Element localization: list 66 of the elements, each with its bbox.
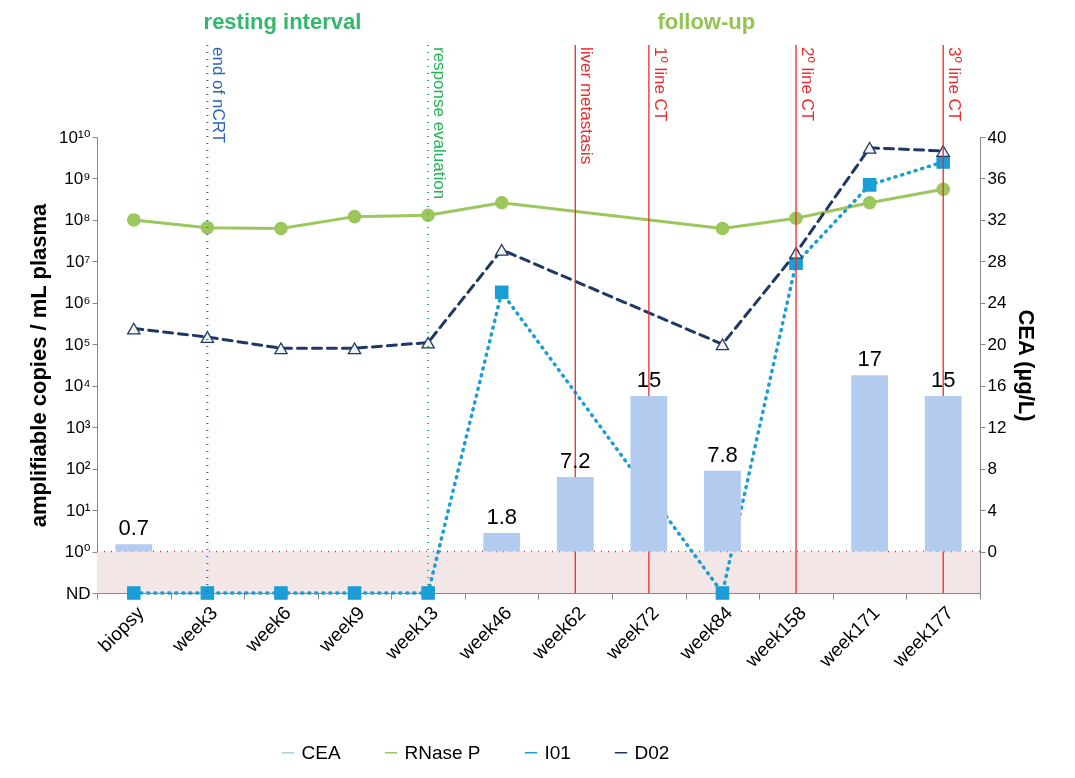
y2-tick-label: 24 bbox=[987, 293, 1007, 313]
ref-line-label: end of nCRT bbox=[209, 47, 229, 144]
y2-tick-label: 12 bbox=[987, 417, 1007, 437]
y2-tick-label: 8 bbox=[987, 459, 997, 479]
ref-line-label: response evaluation bbox=[430, 47, 450, 200]
y-axis-title: amplifiable copies / mL plasma bbox=[26, 202, 52, 528]
point bbox=[274, 586, 288, 600]
data-label: 17 bbox=[857, 346, 882, 372]
point bbox=[347, 342, 362, 355]
point bbox=[347, 209, 362, 224]
y-tick-label: 10⁶ bbox=[64, 293, 91, 313]
point bbox=[200, 586, 215, 600]
data-label: 7.8 bbox=[707, 441, 738, 467]
point bbox=[862, 178, 877, 192]
y-tick-label: 10⁴ bbox=[64, 376, 91, 396]
point bbox=[494, 195, 509, 210]
point bbox=[421, 336, 435, 349]
y-tick-label: 10⁹ bbox=[64, 168, 91, 188]
ref-line-label: 1º line CT bbox=[650, 47, 670, 122]
point bbox=[862, 195, 877, 210]
point bbox=[127, 213, 141, 227]
point bbox=[127, 322, 141, 335]
y-tick-label: 10⁸ bbox=[64, 210, 91, 230]
y-tick-label: 10⁰ bbox=[64, 542, 91, 562]
y2-axis-title: CEA (µg/L) bbox=[1014, 309, 1040, 422]
point bbox=[347, 586, 362, 600]
point bbox=[715, 338, 730, 351]
point bbox=[421, 586, 435, 600]
y-tick-label: 10¹⁰ bbox=[59, 127, 91, 147]
y-tick-label: 10¹ bbox=[65, 500, 91, 520]
y2-tick-label: 4 bbox=[987, 500, 997, 520]
data-label: 0.7 bbox=[118, 515, 150, 541]
text: resting interval bbox=[203, 9, 362, 34]
legend-label: I01 bbox=[544, 741, 571, 763]
y2-tick-label: 36 bbox=[987, 168, 1007, 188]
y-tick-label: 10⁵ bbox=[64, 334, 91, 354]
y2-tick-label: 32 bbox=[987, 210, 1007, 230]
point bbox=[715, 221, 730, 236]
ref-line-label: 3º line CT bbox=[945, 47, 965, 122]
y2-tick-label: 0 bbox=[987, 542, 997, 562]
point bbox=[127, 586, 141, 600]
ref-line-label: 2º line CT bbox=[798, 47, 818, 122]
y2-tick-label: 40 bbox=[987, 127, 1007, 147]
point bbox=[494, 243, 509, 256]
point bbox=[274, 342, 288, 355]
point bbox=[715, 586, 730, 600]
point bbox=[862, 141, 877, 154]
point bbox=[200, 331, 215, 343]
legend-label: RNase P bbox=[404, 741, 481, 763]
y-tick-label: 10³ bbox=[65, 417, 91, 437]
point bbox=[494, 285, 509, 300]
data-label: 1.8 bbox=[486, 503, 518, 529]
y-tick-label: 10² bbox=[65, 459, 91, 479]
point bbox=[200, 220, 215, 235]
y-tick-label: 10⁷ bbox=[65, 251, 91, 271]
text: follow-up bbox=[657, 9, 756, 34]
point bbox=[936, 182, 950, 196]
y2-tick-label: 16 bbox=[987, 376, 1007, 396]
point bbox=[421, 208, 435, 222]
y2-tick-label: 28 bbox=[987, 251, 1007, 271]
y2-tick-label: 20 bbox=[987, 334, 1007, 354]
point bbox=[274, 221, 288, 236]
ref-line-label: liver metastasis bbox=[577, 47, 597, 165]
legend-label: CEA bbox=[301, 741, 341, 763]
y-tick-label: ND bbox=[65, 583, 91, 603]
legend-label: D02 bbox=[634, 741, 670, 763]
